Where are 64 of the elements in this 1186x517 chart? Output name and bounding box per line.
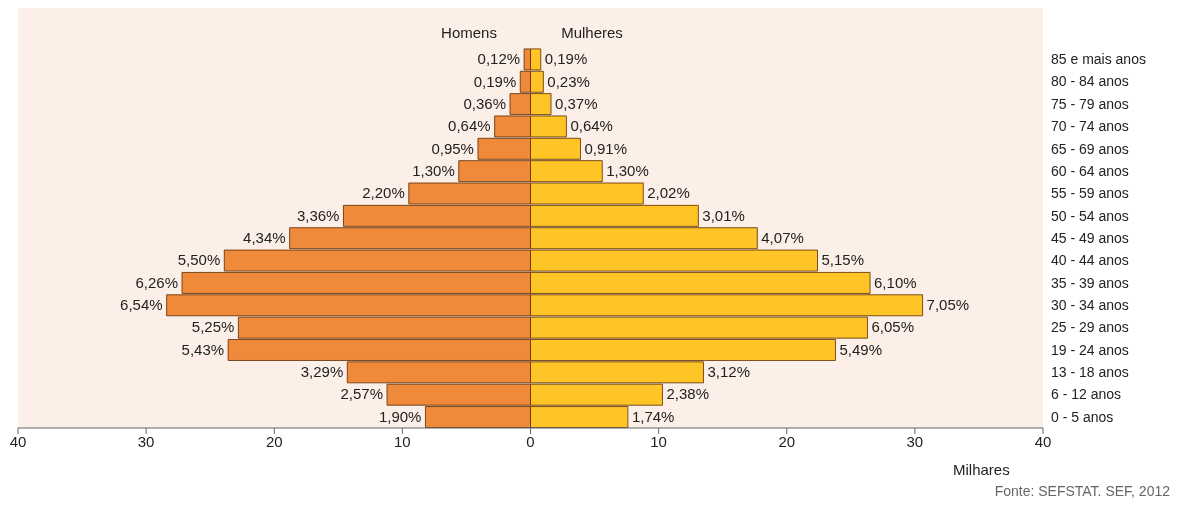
annotation: 5,25% (191, 318, 235, 336)
annotation: 4,07% (761, 229, 804, 246)
annotation: 7,05% (926, 296, 970, 314)
annotation: 0,19% (473, 72, 517, 90)
y-tick-label: 6 - 12 anos (1051, 386, 1122, 403)
annotation: 1,30% (412, 161, 455, 179)
y-tick-label: 35 - 39 anos (1051, 274, 1129, 291)
annotation: 6,26% (135, 273, 178, 291)
annotation: 2,20% (362, 184, 405, 202)
y-tick-label: 25 - 29 anos (1051, 319, 1129, 336)
y-tick-label: 80 - 84 anos (1051, 73, 1129, 90)
y-tick-label: 75 - 79 anos (1051, 95, 1129, 112)
annotation: 5,15% (821, 251, 865, 269)
annotation: 6,54% (120, 296, 163, 314)
y-tick-label: 65 - 69 anos (1051, 140, 1129, 157)
x-tick-label: 30 (906, 432, 924, 450)
x-tick-label: 40 (1034, 432, 1052, 450)
y-tick-label: 45 - 49 anos (1051, 229, 1129, 246)
y-tick-label: 13 - 18 anos (1051, 364, 1129, 381)
x-tick-label: 40 (9, 432, 27, 450)
x-axis-title: Milhares (953, 461, 1010, 478)
annotation: 3,36% (296, 206, 340, 224)
x-tick-label: 10 (394, 432, 411, 450)
annotation: 3,12% (707, 363, 751, 381)
x-tick-label: 30 (137, 432, 155, 450)
x-tick-label: 20 (778, 432, 796, 450)
y-tick-label: 60 - 64 anos (1051, 162, 1129, 179)
annotation: 0,23% (547, 72, 590, 90)
series-label: Homens (440, 24, 498, 41)
annotation: 4,34% (243, 229, 286, 246)
annotation: 1,90% (378, 407, 422, 425)
annotation: 0,91% (584, 139, 628, 157)
annotation: 0,12% (477, 50, 521, 68)
y-tick-label: 19 - 24 anos (1051, 341, 1129, 358)
annotation: 3,29% (300, 363, 344, 381)
y-tick-label: 85 e mais anos (1051, 51, 1146, 68)
y-tick-label: 70 - 74 anos (1051, 118, 1129, 135)
annotation: 0,36% (463, 94, 506, 112)
y-tick-label: 0 - 5 anos (1051, 408, 1114, 425)
annotation: 2,38% (666, 385, 710, 403)
annotation: 0,64% (570, 117, 613, 135)
annotation: 5,49% (839, 340, 882, 358)
annotation: 0,95% (431, 139, 474, 157)
annotation: 0,19% (544, 50, 588, 68)
annotation: 6,05% (871, 318, 915, 336)
annotation: 2,57% (340, 385, 383, 403)
y-tick-label: 50 - 54 anos (1051, 207, 1129, 224)
annotation: 0,37% (555, 94, 598, 112)
series-label: Mulheres (560, 24, 624, 41)
annotation: 6,10% (874, 273, 917, 291)
x-tick-label: 20 (265, 432, 283, 450)
annotation: 5,43% (181, 340, 225, 358)
annotation: 2,02% (647, 184, 690, 202)
annotation: 0,64% (448, 117, 491, 135)
annotation: 5,50% (177, 251, 221, 269)
y-tick-label: 55 - 59 anos (1051, 185, 1129, 202)
annotation: 1,74% (631, 407, 675, 425)
annotation: 1,30% (606, 161, 649, 179)
source-note: Fonte: SEFSTAT. SEF, 2012 (994, 483, 1170, 499)
y-tick-label: 30 - 34 anos (1051, 297, 1129, 314)
annotation: 3,01% (702, 206, 745, 224)
y-tick-label: 40 - 44 anos (1051, 252, 1129, 269)
x-tick-label: 10 (650, 432, 667, 450)
x-tick-label: 0 (526, 432, 535, 450)
